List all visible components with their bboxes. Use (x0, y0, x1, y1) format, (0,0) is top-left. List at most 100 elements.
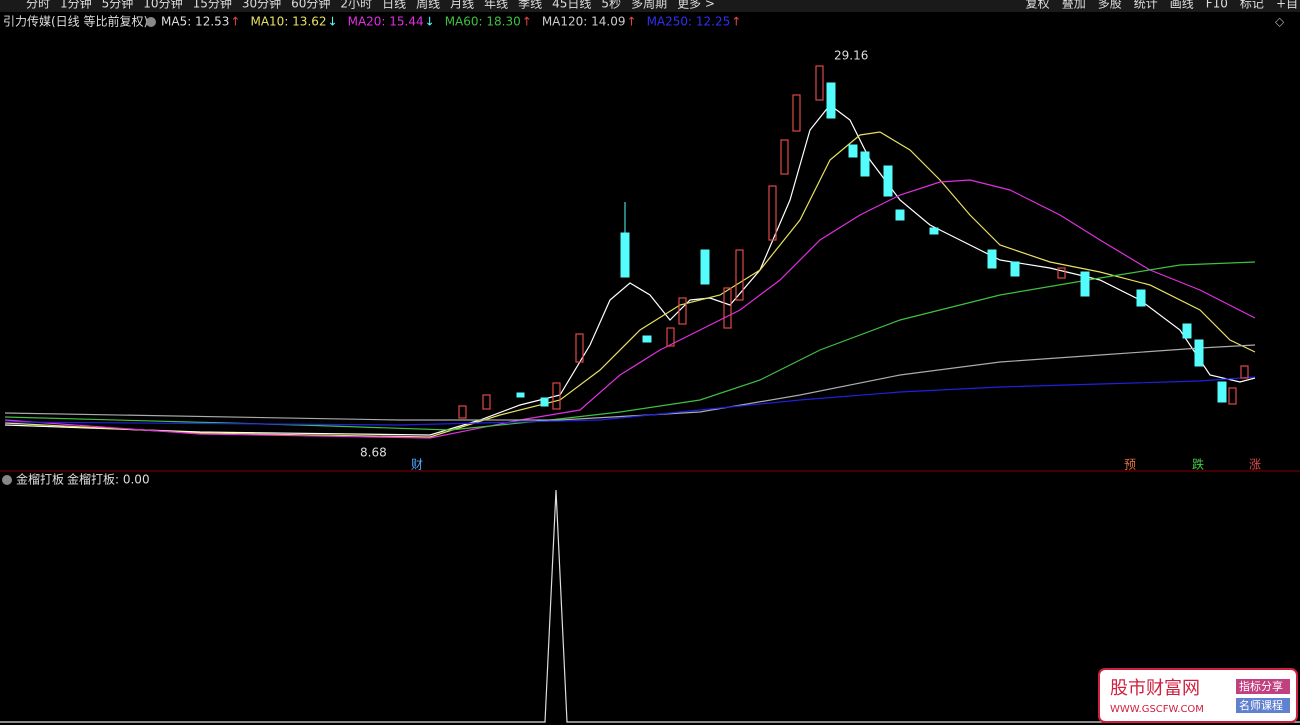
period-tab[interactable]: 10分钟 (143, 0, 182, 11)
candles (458, 65, 1249, 419)
high-label: 29.16 (834, 49, 868, 63)
indicators: MA5: 12.53 ↑ MA10: 13.62 ↓ MA20: 15.44 ↓ MA60:… (161, 15, 741, 29)
candle (1217, 381, 1227, 403)
candle (792, 94, 801, 132)
period-tab[interactable]: 30分钟 (242, 0, 281, 11)
period-tab[interactable]: 月线 (450, 0, 474, 11)
ma250-line (4, 376, 1256, 426)
candle (1057, 267, 1066, 279)
period-tab[interactable]: 60分钟 (291, 0, 330, 11)
candle (768, 185, 777, 241)
ma-label: MA60: 18.30 (445, 15, 521, 29)
watermark-tag: 名师课程 (1239, 698, 1283, 712)
event-marker[interactable]: 预 (1124, 458, 1136, 472)
tool-button[interactable]: +自 (1276, 0, 1298, 11)
ma-label: MA10: 13.62 (250, 15, 326, 29)
candle (987, 249, 997, 269)
candle (642, 335, 652, 343)
candle (848, 144, 858, 158)
toolbar (0, 0, 1300, 12)
ma-label: MA120: 14.09 (542, 15, 626, 29)
candle (575, 333, 584, 363)
tool-button[interactable]: 多股 (1098, 0, 1122, 11)
collapse-icon[interactable] (2, 475, 12, 485)
period-tab[interactable]: 年线 (484, 0, 508, 11)
period-tab[interactable]: 5分钟 (102, 0, 134, 11)
watermark-tag: 指标分享 (1239, 679, 1283, 693)
tool-button[interactable]: 统计 (1134, 0, 1158, 11)
candle (552, 382, 561, 410)
candle (620, 232, 630, 278)
candle (1240, 365, 1249, 379)
tool-button[interactable]: 画线 (1170, 0, 1194, 11)
period-tab[interactable]: 多周期 (631, 0, 667, 11)
sub-panel-title: 金榴打板 (16, 472, 64, 487)
candle (1010, 261, 1020, 277)
candle (516, 392, 525, 398)
period-tabs: 分时 1分钟 5分钟 10分钟 15分钟 30分钟 60分钟 2小时 日线 周线 月线 年线 季线 45日… (26, 0, 715, 11)
tag-bg (1236, 679, 1290, 694)
low-label: 8.68 (360, 446, 387, 460)
period-tab[interactable]: 1分钟 (60, 0, 92, 11)
candle (1080, 271, 1090, 297)
candle (1194, 339, 1204, 367)
ma-arrow: ↑ (230, 15, 240, 29)
event-marker[interactable]: 财 (411, 458, 423, 472)
ma-label: MA20: 15.44 (348, 15, 424, 29)
candle (700, 249, 710, 285)
stock-title: 引力传媒(日线 等比前复权) (3, 14, 148, 29)
period-tab[interactable]: 更多 > (677, 0, 715, 11)
tag-bg (1236, 698, 1290, 713)
candle (780, 139, 789, 175)
period-tab[interactable]: 15分钟 (193, 0, 232, 11)
candle (666, 327, 675, 347)
tool-button[interactable]: 叠加 (1062, 0, 1086, 11)
ma-arrow: ↑ (731, 15, 741, 29)
period-tab[interactable]: 2小时 (340, 0, 372, 11)
watermark-url: WWW.GSCFW.COM (1110, 704, 1204, 715)
candle (1182, 323, 1192, 339)
candle (723, 287, 732, 329)
ma-arrow: ↑ (522, 15, 532, 29)
candle (826, 82, 836, 119)
event-marker[interactable]: 跌 (1192, 457, 1204, 472)
ma-arrow: ↑ (627, 15, 637, 29)
candle (735, 249, 744, 301)
ma60-line (4, 261, 1256, 431)
candle (860, 151, 870, 177)
candle (815, 65, 824, 101)
collapse-icon[interactable] (146, 17, 156, 27)
period-tab[interactable]: 5秒 (601, 0, 621, 11)
event-marker[interactable]: 涨 (1249, 457, 1261, 472)
ma120-line (4, 344, 1256, 421)
candle (1228, 387, 1237, 405)
diamond-icon[interactable]: ◇ (1275, 15, 1285, 29)
candle (895, 209, 905, 221)
watermark-site: 股市财富网 (1110, 678, 1200, 699)
ma-label: MA5: 12.53 (161, 15, 229, 29)
tool-button[interactable]: F10 (1206, 0, 1228, 11)
tool-button[interactable]: 标记 (1240, 0, 1264, 11)
candle (482, 394, 491, 410)
candle (458, 405, 467, 419)
period-tab[interactable]: 周线 (416, 0, 440, 11)
ma10-line (4, 131, 1256, 438)
ma-arrow: ↓ (425, 15, 435, 29)
tool-buttons: +自 标记 F10 画线 统计 多股 叠加 复权 (1026, 0, 1298, 11)
period-tab[interactable]: 季线 (518, 0, 542, 11)
candle (883, 165, 893, 197)
tool-button[interactable]: 复权 (1026, 0, 1050, 11)
ma-arrow: ↓ (328, 15, 338, 29)
period-tab[interactable]: 日线 (382, 0, 406, 11)
period-tab[interactable]: 45日线 (552, 0, 591, 11)
signal-line (0, 489, 1300, 723)
ma-lines (4, 104, 1256, 439)
candle (540, 397, 549, 407)
ma-label: MA250: 12.25 (647, 15, 731, 29)
period-tab[interactable]: 分时 (26, 0, 50, 11)
sub-panel-value: 金榴打板: 0.00 (67, 472, 150, 487)
candle (1136, 289, 1146, 307)
ma20-line (4, 179, 1256, 439)
